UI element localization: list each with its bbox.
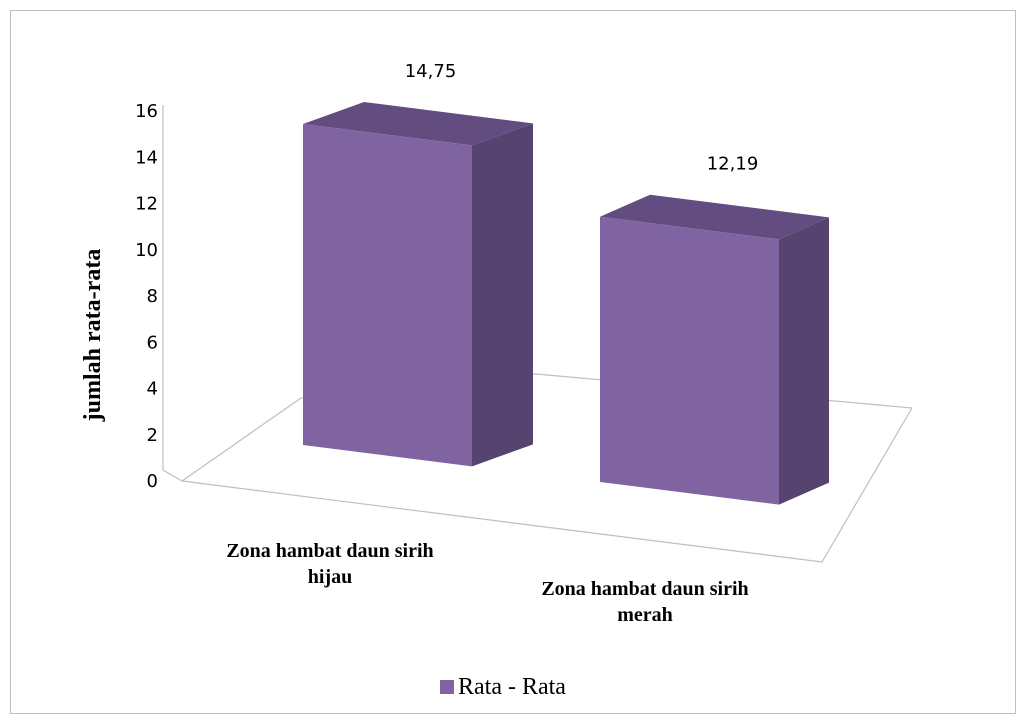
x-category-label: hijau <box>308 566 352 588</box>
x-category-label: Zona hambat daun sirih <box>541 578 748 600</box>
y-tick-label: 4 <box>147 379 158 400</box>
y-tick-label: 10 <box>135 240 158 261</box>
bar-top <box>303 102 533 146</box>
bar <box>600 216 779 505</box>
bar-side <box>779 217 829 505</box>
floor-left-edge <box>181 397 302 482</box>
bar-top <box>600 194 829 240</box>
y-tick-label: 14 <box>135 147 158 168</box>
y-axis-title: jumlah rata-rata <box>80 249 106 423</box>
y-tick-label: 12 <box>135 194 158 215</box>
bar <box>303 124 472 467</box>
y-tick-label: 16 <box>135 101 158 122</box>
bar-side <box>472 123 533 467</box>
y-tick-label: 6 <box>147 332 158 353</box>
y-axis-wall <box>162 105 183 482</box>
x-category-label: Zona hambat daun sirih <box>226 540 433 562</box>
y-tick-label: 8 <box>147 286 158 307</box>
data-label: 14,75 <box>405 61 457 82</box>
legend-label: Rata - Rata <box>458 674 566 700</box>
floor-front-edge <box>181 407 913 563</box>
x-category-label: merah <box>617 604 673 626</box>
y-tick-label: 2 <box>147 425 158 446</box>
y-tick-label: 0 <box>147 471 158 492</box>
data-label: 12,19 <box>707 154 759 175</box>
legend-swatch <box>440 680 454 694</box>
